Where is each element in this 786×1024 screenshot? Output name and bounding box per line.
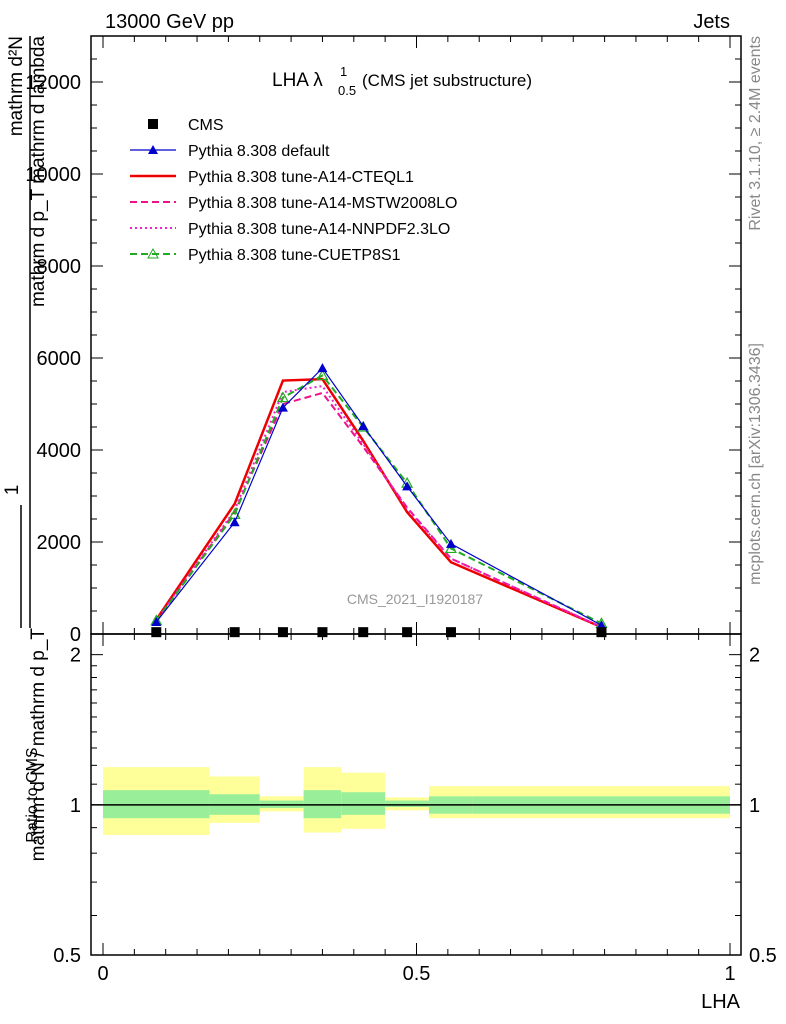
cms-data-point: [402, 627, 413, 638]
cms-data-point: [596, 627, 607, 638]
ratio-y-tick-label: 1: [70, 795, 81, 817]
ratio-y-tick-label-right: 0.5: [749, 945, 777, 967]
y-label-dpt-dlambda: mathrm d p_T mathrm d lambda: [28, 36, 49, 307]
ratio-y-axis-label: Ratio to CMS: [24, 747, 41, 842]
x-axis-label: LHA: [701, 991, 741, 1013]
x-tick-label: 0: [97, 963, 108, 985]
y-tick-label: 6000: [37, 348, 82, 370]
legend-label-2: Pythia 8.308 tune-A14-CTEQL1: [188, 169, 414, 186]
y-label-one: 1: [2, 485, 23, 496]
y-tick-label: 12000: [25, 72, 81, 94]
legend-label-4: Pythia 8.308 tune-A14-NNPDF2.3LO: [188, 221, 450, 238]
plot-title-tail: (CMS jet substructure): [362, 71, 532, 90]
series-marker-1: [358, 421, 369, 431]
legend-marker-1: [148, 145, 158, 154]
cms-data-point: [445, 627, 456, 638]
legend-label-1: Pythia 8.308 default: [188, 143, 330, 160]
plot-title-main: LHA λ: [272, 70, 323, 91]
y-tick-label: 10000: [25, 164, 81, 186]
x-tick-label: 0.5: [403, 963, 431, 985]
series-marker-5: [316, 369, 329, 381]
series-line-5: [155, 374, 602, 625]
y-tick-label: 8000: [37, 256, 82, 278]
legend-label-0: CMS: [188, 117, 224, 134]
series-line-2: [155, 377, 602, 629]
plot-title-superscript: 1: [340, 64, 347, 79]
plot-title: LHA λ 1 0.5 (CMS jet substructure): [272, 64, 532, 98]
series-marker-5: [444, 542, 458, 554]
series-marker-1: [277, 402, 288, 412]
cms-data-point: [151, 627, 162, 638]
y-label-d2n: mathrm d²N: [6, 36, 27, 136]
header-process: Jets: [693, 11, 730, 33]
ratio-y-tick-label-right: 2: [749, 645, 760, 667]
ratio-y-tick-label: 2: [70, 645, 81, 667]
y-tick-label: 4000: [37, 440, 82, 462]
series-line-3: [155, 391, 602, 629]
header-energy: 13000 GeV pp: [105, 11, 234, 33]
rivet-version-label: Rivet 3.1.10, ≥ 2.4M events: [747, 36, 764, 231]
series-marker-5: [276, 391, 289, 403]
series-line-1: [155, 367, 602, 626]
cms-data-point: [277, 627, 288, 638]
legend-swatch-cms: [148, 119, 158, 129]
series-marker-1: [317, 363, 328, 373]
y-tick-label: 2000: [37, 532, 82, 554]
ratio-uncertainty-bands: [103, 767, 730, 835]
ratio-y-tick-label-right: 1: [749, 795, 760, 817]
cms-data-point: [229, 627, 240, 638]
legend-marker-5: [147, 247, 159, 259]
series-marker-1: [402, 481, 413, 491]
legend-label-5: Pythia 8.308 tune-CUETP8S1: [188, 247, 401, 264]
legend-label-3: Pythia 8.308 tune-A14-MSTW2008LO: [188, 195, 457, 212]
y-tick-label: 0: [70, 624, 81, 646]
y-label-dn-dpt: mathrm d N / mathrm d p_T: [28, 628, 49, 862]
series-marker-1: [151, 617, 162, 627]
x-tick-label: 1: [724, 963, 735, 985]
analysis-watermark: CMS_2021_I1920187: [347, 591, 483, 607]
plot-title-subscript: 0.5: [338, 83, 356, 98]
series-marker-1: [596, 620, 607, 630]
legend: CMS Pythia 8.308 default Pythia 8.308 tune…: [130, 117, 457, 264]
mcplots-label: mcplots.cern.ch [arXiv:1306.3436]: [747, 343, 764, 585]
series-marker-1: [229, 517, 240, 527]
cms-data-point: [358, 627, 369, 638]
ratio-inner-band: [341, 792, 386, 815]
ratio-inner-band: [385, 800, 430, 808]
ratio-y-tick-label: 0.5: [53, 945, 81, 967]
series-marker-1: [445, 538, 456, 548]
series-line-4: [155, 384, 602, 629]
main-y-axis-label: mathrm d²N mathrm d p_T mathrm d lambda …: [2, 36, 49, 862]
